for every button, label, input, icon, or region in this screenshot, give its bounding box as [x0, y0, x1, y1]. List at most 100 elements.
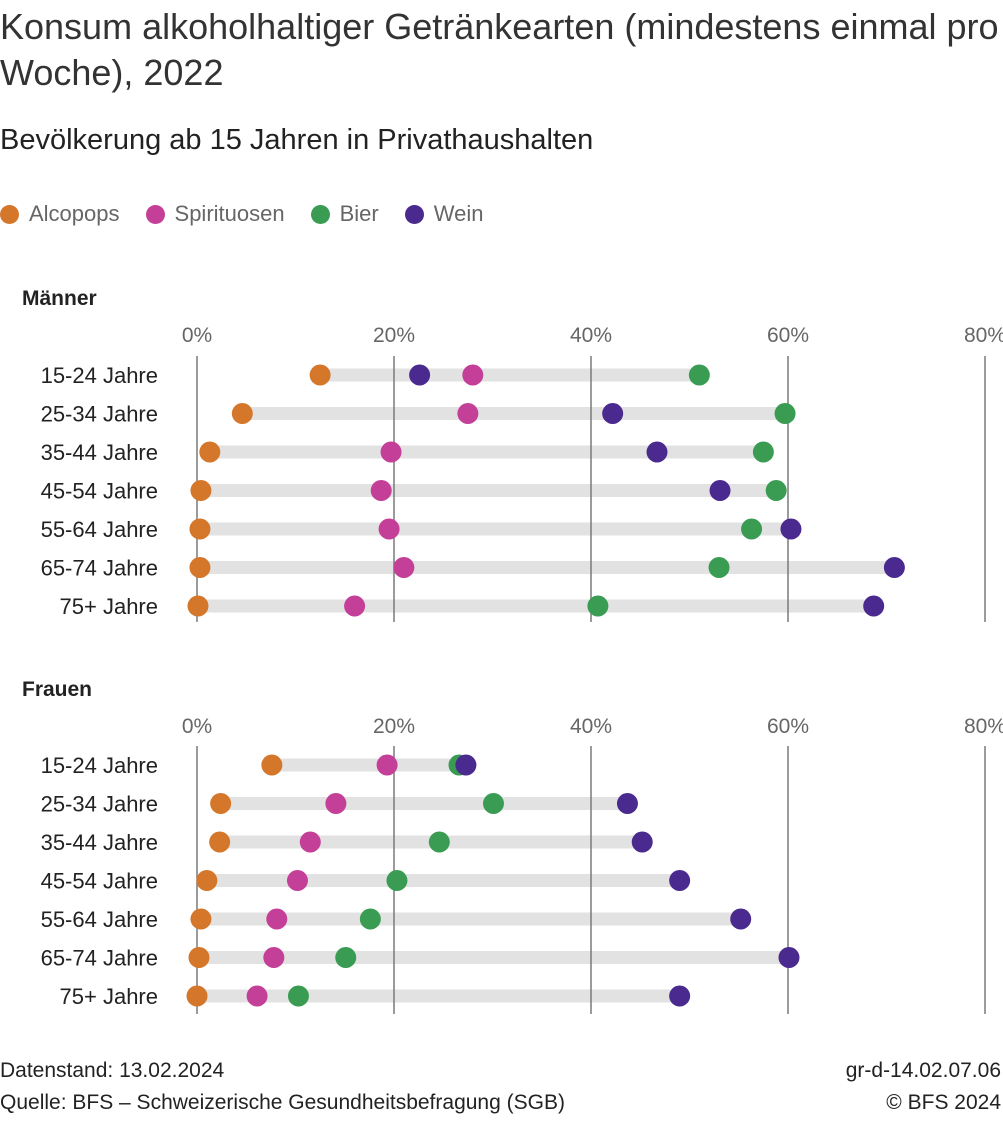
data-point-spirituosen — [380, 441, 402, 463]
data-point-wein — [616, 793, 638, 814]
category-label: 55-64 Jahre — [41, 907, 158, 932]
data-point-spirituosen — [344, 595, 366, 617]
data-point-bier — [688, 364, 710, 386]
x-tick-label: 40% — [570, 324, 612, 347]
data-point-alcopops — [309, 364, 331, 386]
data-point-wein — [646, 441, 668, 463]
data-point-spirituosen — [325, 793, 347, 814]
data-point-alcopops — [188, 947, 210, 968]
panel-frauen: Frauen 0% 20% 40% 60% 80% 15-24 Jahre 25-34 Jah… — [22, 678, 1003, 1014]
data-point-wein — [455, 754, 477, 776]
data-point-alcopops — [189, 518, 211, 540]
data-point-alcopops — [190, 908, 212, 930]
data-point-wein — [409, 364, 431, 386]
x-tick-label: 20% — [373, 715, 415, 738]
data-point-alcopops — [186, 985, 208, 1007]
data-point-bier — [287, 985, 309, 1007]
panel-title: Männer — [22, 287, 97, 310]
data-point-alcopops — [196, 870, 218, 891]
x-tick-label: 80% — [964, 715, 1003, 738]
data-point-bier — [774, 403, 796, 424]
legend-label: Spirituosen — [174, 201, 285, 226]
data-point-bier — [587, 595, 609, 617]
graphic-code: gr-d-14.02.07.06 — [845, 1059, 1001, 1082]
data-point-spirituosen — [286, 870, 308, 891]
legend-marker-wein — [404, 204, 424, 224]
category-label: 65-74 Jahre — [41, 946, 158, 971]
data-point-bier — [428, 831, 450, 853]
data-point-bier — [765, 480, 787, 501]
legend: Alcopops Spirituosen Bier Wein — [0, 199, 509, 229]
data-point-wein — [602, 403, 624, 424]
category-label: 45-54 Jahre — [41, 869, 158, 894]
category-label: 25-34 Jahre — [41, 402, 158, 427]
x-tick-label: 0% — [182, 715, 212, 738]
chart-title: Konsum alkoholhaltiger Getränkearten (mi… — [0, 6, 999, 93]
data-point-spirituosen — [263, 947, 285, 968]
data-point-wein — [631, 831, 653, 853]
x-tick-label: 0% — [182, 324, 212, 347]
data-point-bier — [752, 441, 774, 463]
x-tick-label: 20% — [373, 324, 415, 347]
data-point-alcopops — [187, 595, 209, 617]
panel-männer: Männer 0% 20% 40% 60% 80% 15-24 Jahre 25-34 Jah… — [22, 287, 1003, 622]
data-point-wein — [863, 595, 885, 617]
data-point-bier — [482, 793, 504, 814]
data-point-spirituosen — [299, 831, 321, 853]
data-point-bier — [359, 908, 381, 930]
data-point-spirituosen — [457, 403, 479, 424]
data-point-wein — [669, 985, 691, 1007]
data-point-spirituosen — [378, 518, 400, 540]
data-point-wein — [778, 947, 800, 968]
data-point-wein — [883, 557, 905, 578]
category-label: 25-34 Jahre — [41, 792, 158, 817]
legend-item-spirituosen[interactable]: Spirituosen — [145, 201, 285, 227]
category-label: 55-64 Jahre — [41, 517, 158, 542]
data-point-alcopops — [190, 480, 212, 501]
legend-label: Bier — [339, 201, 379, 226]
legend-item-alcopops[interactable]: Alcopops — [0, 201, 120, 227]
category-label: 15-24 Jahre — [41, 753, 158, 778]
data-point-spirituosen — [246, 985, 268, 1007]
data-point-alcopops — [209, 831, 231, 853]
footer-right: gr-d-14.02.07.06 © BFS 2024 — [846, 1055, 1001, 1119]
legend-item-bier[interactable]: Bier — [310, 201, 379, 227]
x-tick-label: 80% — [964, 324, 1003, 347]
copyright-text: © BFS 2024 — [886, 1091, 1001, 1114]
legend-item-wein[interactable]: Wein — [404, 201, 484, 227]
category-label: 35-44 Jahre — [41, 440, 158, 465]
x-tick-label: 60% — [767, 324, 809, 347]
data-point-spirituosen — [266, 908, 288, 930]
data-point-alcopops — [210, 793, 232, 814]
x-tick-label: 40% — [570, 715, 612, 738]
data-point-wein — [669, 870, 691, 891]
legend-marker-spirituosen — [145, 204, 165, 224]
category-label: 75+ Jahre — [60, 594, 158, 619]
data-point-spirituosen — [376, 754, 398, 776]
datenstand-text: Datenstand: 13.02.2024 — [0, 1059, 225, 1082]
data-point-spirituosen — [462, 364, 484, 386]
data-point-wein — [730, 908, 752, 930]
source-text: Quelle: BFS – Schweizerische Gesundheits… — [0, 1091, 565, 1114]
data-point-bier — [335, 947, 357, 968]
legend-label: Alcopops — [29, 201, 120, 226]
data-point-alcopops — [199, 441, 221, 463]
chart-subtitle: Bevölkerung ab 15 Jahren in Privathausha… — [0, 124, 594, 156]
panel-title: Frauen — [22, 678, 92, 701]
data-point-bier — [386, 870, 408, 891]
data-point-alcopops — [231, 403, 253, 424]
legend-label: Wein — [433, 201, 484, 226]
legend-marker-alcopops — [0, 204, 19, 224]
category-label: 45-54 Jahre — [41, 479, 158, 504]
category-label: 65-74 Jahre — [41, 556, 158, 581]
data-point-wein — [780, 518, 802, 540]
data-point-alcopops — [189, 557, 211, 578]
category-label: 75+ Jahre — [60, 984, 158, 1009]
data-point-bier — [741, 518, 763, 540]
data-point-wein — [709, 480, 731, 501]
data-point-spirituosen — [393, 557, 415, 578]
data-point-spirituosen — [370, 480, 392, 501]
data-point-alcopops — [261, 754, 283, 776]
footer-left: Datenstand: 13.02.2024 Quelle: BFS – Sch… — [0, 1055, 565, 1119]
legend-marker-bier — [310, 204, 330, 224]
